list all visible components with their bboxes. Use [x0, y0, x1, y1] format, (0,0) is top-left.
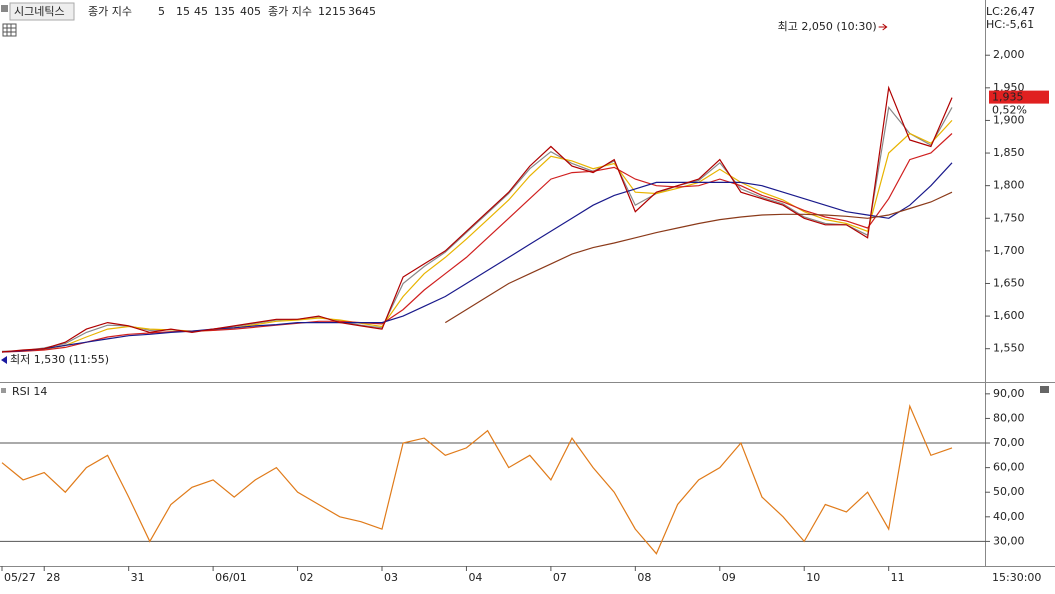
ma-line: [1, 162, 953, 353]
legend-entry: 135: [214, 5, 235, 18]
high-annotation: 최고 2,050 (10:30): [778, 20, 877, 33]
x-tick-label: 04: [468, 571, 482, 584]
ma-line: [1, 105, 953, 352]
y-tick-label: 80,00: [993, 411, 1025, 424]
rsi-marker: [1, 388, 6, 393]
high-arrow: [878, 23, 888, 31]
low-arrow: [1, 356, 7, 364]
legend-label: 종가 지수: [268, 5, 312, 18]
legend-entry: 1215: [318, 5, 346, 18]
x-tick-label: 05/27: [4, 571, 36, 584]
y-tick-label: 40,00: [993, 510, 1025, 523]
legend-entry: 3645: [348, 5, 376, 18]
chart-title: 시그네틱스: [14, 5, 65, 18]
y-tick-label: 1,700: [993, 244, 1025, 257]
legend-entry: 5: [158, 5, 165, 18]
last-price-label: 1,935: [992, 91, 1024, 104]
y-tick-label: 50,00: [993, 485, 1025, 498]
y-tick-label: 90,00: [993, 387, 1025, 400]
y-tick-label: 1,900: [993, 113, 1025, 126]
ma-line: [1, 133, 953, 353]
title-box: [9, 2, 75, 21]
y-tick-label: 1,650: [993, 276, 1025, 289]
x-tick-label: 31: [131, 571, 145, 584]
lc-label: LC:26,47: [986, 5, 1035, 18]
x-tick-label: 10: [806, 571, 820, 584]
y-tick-label: 1,550: [993, 342, 1025, 355]
last-price-tag: [989, 90, 1049, 104]
y-tick-label: 2,000: [993, 48, 1025, 61]
y-tick-label: 1,750: [993, 211, 1025, 224]
x-tick-label: 02: [300, 571, 314, 584]
change-label: 0,52%: [992, 104, 1027, 117]
legend-entry: 15: [176, 5, 190, 18]
y-tick-label: 30,00: [993, 534, 1025, 547]
pane-button[interactable]: [1040, 386, 1049, 393]
low-annotation: 최저 1,530 (11:55): [10, 353, 109, 366]
y-tick-label: 1,800: [993, 179, 1025, 192]
title-marker: [1, 5, 8, 12]
rsi-title: RSI 14: [12, 385, 47, 398]
table-icon[interactable]: [2, 23, 17, 37]
legend-label: 종가 지수: [88, 5, 132, 18]
x-tick-label: 09: [722, 571, 736, 584]
y-tick-label: 60,00: [993, 461, 1025, 474]
legend-entry: 45: [194, 5, 208, 18]
x-tick-label: 03: [384, 571, 398, 584]
y-tick-label: 1,950: [993, 81, 1025, 94]
y-tick-label: 70,00: [993, 436, 1025, 449]
legend-entry: 405: [240, 5, 261, 18]
x-tick-label: 07: [553, 571, 567, 584]
table-icon-grid: [3, 24, 16, 36]
price-line: [1, 85, 953, 353]
ma-line: [444, 191, 953, 324]
y-tick-label: 1,850: [993, 146, 1025, 159]
time-label: 15:30:00: [992, 571, 1041, 584]
price-line: [1, 403, 953, 555]
x-tick-label: 06/01: [215, 571, 247, 584]
x-tick-label: 08: [637, 571, 651, 584]
hc-label: HC:-5,61: [986, 18, 1034, 31]
x-tick-label: 28: [46, 571, 60, 584]
x-tick-label: 11: [891, 571, 905, 584]
y-tick-label: 1,600: [993, 309, 1025, 322]
